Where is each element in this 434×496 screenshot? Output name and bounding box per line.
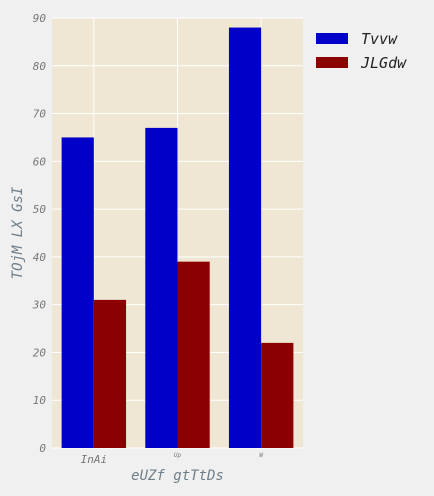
y-tick-label: 20 (33, 346, 47, 359)
legend-label: Tvvw (361, 30, 398, 48)
y-axis-label: TOjM LX GsI (10, 186, 26, 279)
y-tick-label: 10 (33, 394, 47, 407)
y-tick-label: 90 (33, 12, 47, 25)
x-axis-label: eUZf gtTtDs (131, 468, 224, 484)
y-tick-label: 40 (33, 251, 47, 264)
x-axis-ticks: InAi Up W (81, 452, 265, 466)
x-tick-label: InAi (81, 453, 108, 466)
x-tick-label: W (259, 452, 264, 459)
bar-Tvvw-W (228, 27, 262, 449)
y-axis-ticks: 0 10 20 30 40 50 60 70 80 90 (32, 12, 47, 455)
y-tick-label: 70 (33, 108, 47, 121)
legend: Tvvw JLGdw (316, 30, 407, 72)
y-tick-label: 60 (33, 155, 47, 168)
x-tick-label: Up (174, 452, 182, 459)
bar-JLGdw-W (261, 342, 294, 448)
y-tick-label: 30 (32, 299, 47, 312)
legend-swatch (316, 33, 348, 44)
y-tick-label: 0 (39, 442, 46, 455)
y-tick-label: 80 (33, 60, 47, 73)
bar-Tvvw-InAi (61, 137, 94, 448)
bars (61, 27, 294, 449)
bar-JLGdw-InAi (93, 299, 127, 448)
legend-swatch (316, 57, 348, 68)
y-tick-label: 50 (33, 203, 47, 216)
bar-JLGdw-Up (177, 261, 210, 448)
legend-label: JLGdw (360, 54, 407, 72)
bar-Tvvw-Up (145, 127, 178, 448)
